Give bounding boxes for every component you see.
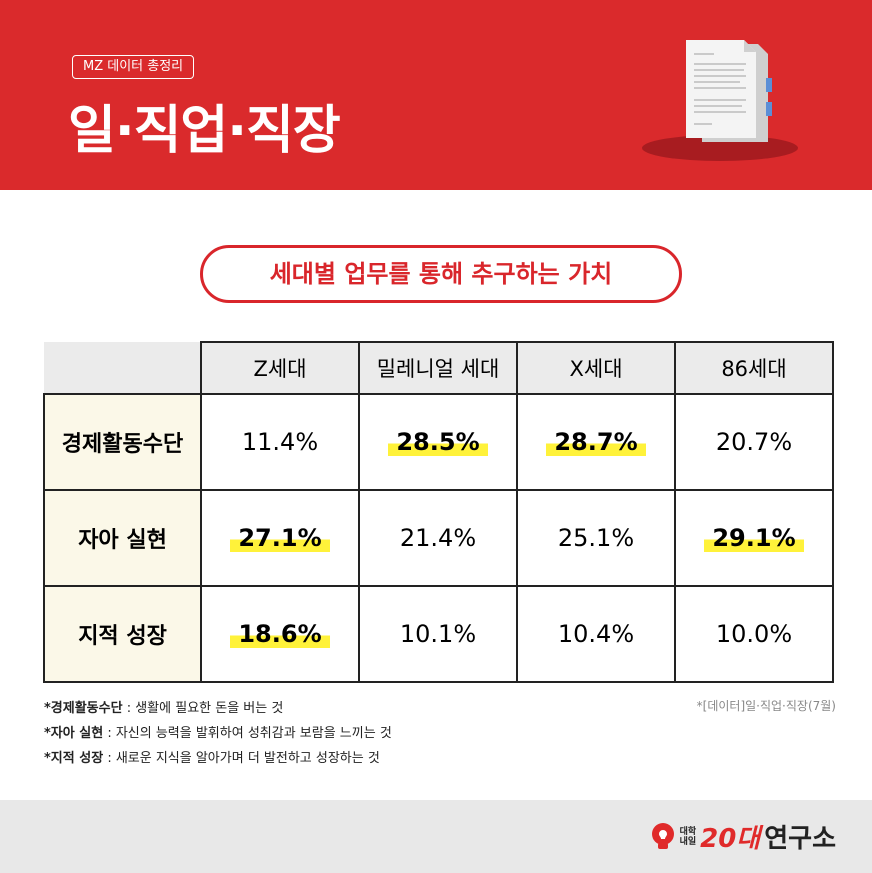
table-body: 경제활동수단 11.4% 28.5% 28.7% 20.7% 자아 실현 27.1% 21.4… (43, 393, 834, 683)
row-label: 경제활동수단 (43, 393, 202, 491)
corner-cell (44, 342, 202, 395)
value-cell: 21.4% (358, 489, 518, 587)
logo-small-2: 내일 (679, 836, 697, 847)
table-row: 자아 실현 27.1% 21.4% 25.1% 29.1% (43, 489, 834, 587)
value-cell: 10.0% (674, 585, 834, 683)
value: 20.7% (715, 428, 793, 456)
logo-text: 연구소 (764, 824, 836, 854)
logo-bulb (651, 822, 674, 849)
column-header: 밀레니얼 세대 (358, 341, 518, 395)
note-desc: : 생활에 필요한 돈을 버는 것 (126, 701, 284, 716)
highlighted-value: 28.7% (546, 428, 646, 456)
column-header: Z세대 (200, 341, 360, 395)
value-cell: 10.1% (358, 585, 518, 683)
column-header: X세대 (516, 341, 676, 395)
value: 11.4% (241, 428, 319, 456)
value-table: Z세대 밀레니얼 세대 X세대 86세대 경제활동수단 11.4% 28.5% 28.7% 2… (43, 341, 834, 683)
table-row: 지적 성장 18.6% 10.1% 10.4% 10.0% (43, 585, 834, 683)
header-title: 일·직업·직장 (68, 101, 341, 161)
value-cell: 28.5% (358, 393, 518, 491)
value: 10.1% (399, 620, 477, 648)
highlighted-value: 27.1% (230, 524, 330, 552)
document-icon (642, 40, 798, 161)
note: *지적 성장 : 새로운 지식을 알아가며 더 발전하고 성장하는 것 (44, 747, 380, 766)
value-cell: 28.7% (516, 393, 676, 491)
value-cell: 10.4% (516, 585, 676, 683)
logo-small-1: 대학 (679, 826, 697, 837)
footer: 대학 내일 20대 연구소 (0, 800, 872, 873)
value: 21.4% (399, 524, 477, 552)
row-label: 자아 실현 (43, 489, 202, 587)
highlighted-value: 18.6% (230, 620, 330, 648)
note-desc: : 새로운 지식을 알아가며 더 발전하고 성장하는 것 (107, 751, 380, 766)
note: *경제활동수단 : 생활에 필요한 돈을 버는 것 (44, 697, 283, 716)
value: 25.1% (557, 524, 635, 552)
value-cell: 25.1% (516, 489, 676, 587)
row-label: 지적 성장 (43, 585, 202, 683)
subtitle-pill: 세대별 업무를 통해 추구하는 가치 (200, 245, 682, 303)
logo-number: 20대 (700, 824, 761, 854)
highlighted-value: 29.1% (704, 524, 804, 552)
header-row: Z세대 밀레니얼 세대 X세대 86세대 (44, 341, 834, 395)
value-cell: 20.7% (674, 393, 834, 491)
logo-small: 대학 내일 (680, 827, 697, 847)
note-term: *경제활동수단 (44, 701, 123, 716)
header-tag: MZ 데이터 총정리 (72, 55, 195, 79)
note-term: *지적 성장 (44, 751, 104, 766)
value: 10.0% (715, 620, 793, 648)
value-cell: 11.4% (200, 393, 360, 491)
note-desc: : 자신의 능력을 발휘하여 성취감과 보람을 느끼는 것 (107, 726, 392, 741)
value-cell: 27.1% (200, 489, 360, 587)
value-cell: 18.6% (200, 585, 360, 683)
note-term: *자아 실현 (44, 726, 104, 741)
logo: 대학 내일 20대 연구소 (650, 818, 836, 855)
column-header: 86세대 (674, 341, 834, 395)
source: *[데이터]일·직업·직장(7월) (696, 699, 836, 713)
table-row: 경제활동수단 11.4% 28.5% 28.7% 20.7% (43, 393, 834, 491)
value: 10.4% (557, 620, 635, 648)
header-band: MZ 데이터 총정리 일·직업·직장 (0, 0, 872, 190)
value-cell: 29.1% (674, 489, 834, 587)
note: *자아 실현 : 자신의 능력을 발휘하여 성취감과 보람을 느끼는 것 (44, 722, 392, 741)
highlighted-value: 28.5% (388, 428, 488, 456)
